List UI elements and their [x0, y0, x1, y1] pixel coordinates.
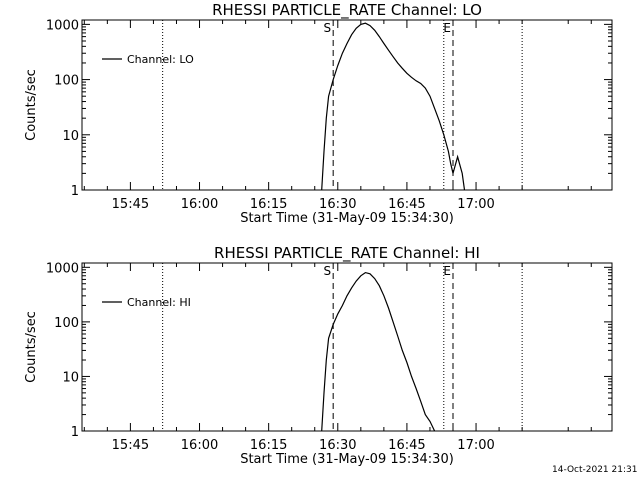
y-tick-label: 100 — [54, 316, 79, 331]
x-tick-label: 16:00 — [181, 197, 218, 212]
chart-title-hi: RHESSI PARTICLE_RATE Channel: HI — [214, 244, 480, 263]
x-tick-label: 16:45 — [388, 438, 425, 453]
series-line-lo — [321, 22, 466, 191]
plot-frame-lo — [81, 19, 613, 191]
y-tick-label: 1000 — [46, 261, 79, 276]
x-tick-label: 16:15 — [250, 197, 287, 212]
plot-frame-hi — [81, 262, 613, 432]
marker-label-s: S — [324, 264, 332, 278]
chart-title-lo: RHESSI PARTICLE_RATE Channel: LO — [212, 1, 482, 20]
x-tick-label: 16:00 — [181, 438, 218, 453]
x-axis-label: Start Time (31-May-09 15:34:30) — [240, 211, 454, 226]
y-tick-label: 10 — [62, 370, 79, 385]
x-axis-label: Start Time (31-May-09 15:34:30) — [240, 452, 454, 467]
x-tick-label: 16:15 — [250, 438, 287, 453]
y-axis-label: Counts/sec — [24, 69, 39, 141]
y-tick-label: 1 — [71, 184, 79, 199]
x-tick-label: 16:30 — [319, 438, 356, 453]
x-tick-label: 15:45 — [112, 438, 149, 453]
x-tick-label: 16:45 — [388, 197, 425, 212]
y-tick-label: 10 — [62, 129, 79, 144]
x-tick-label: 15:45 — [112, 197, 149, 212]
marker-label-e: E — [443, 21, 451, 35]
x-tick-label: 16:30 — [319, 197, 356, 212]
x-tick-label: 17:00 — [457, 197, 494, 212]
series-line-hi — [321, 271, 436, 432]
marker-label-e: E — [443, 264, 451, 278]
y-tick-label: 1000 — [46, 18, 79, 33]
y-tick-label: 1 — [71, 425, 79, 440]
legend-label: Channel: LO — [127, 53, 194, 66]
y-tick-label: 100 — [54, 74, 79, 89]
marker-label-s: S — [324, 21, 332, 35]
footer-timestamp: 14-Oct-2021 21:31 — [552, 465, 638, 475]
legend-label: Channel: HI — [127, 296, 191, 309]
y-axis-label: Counts/sec — [24, 311, 39, 383]
x-tick-label: 17:00 — [457, 438, 494, 453]
